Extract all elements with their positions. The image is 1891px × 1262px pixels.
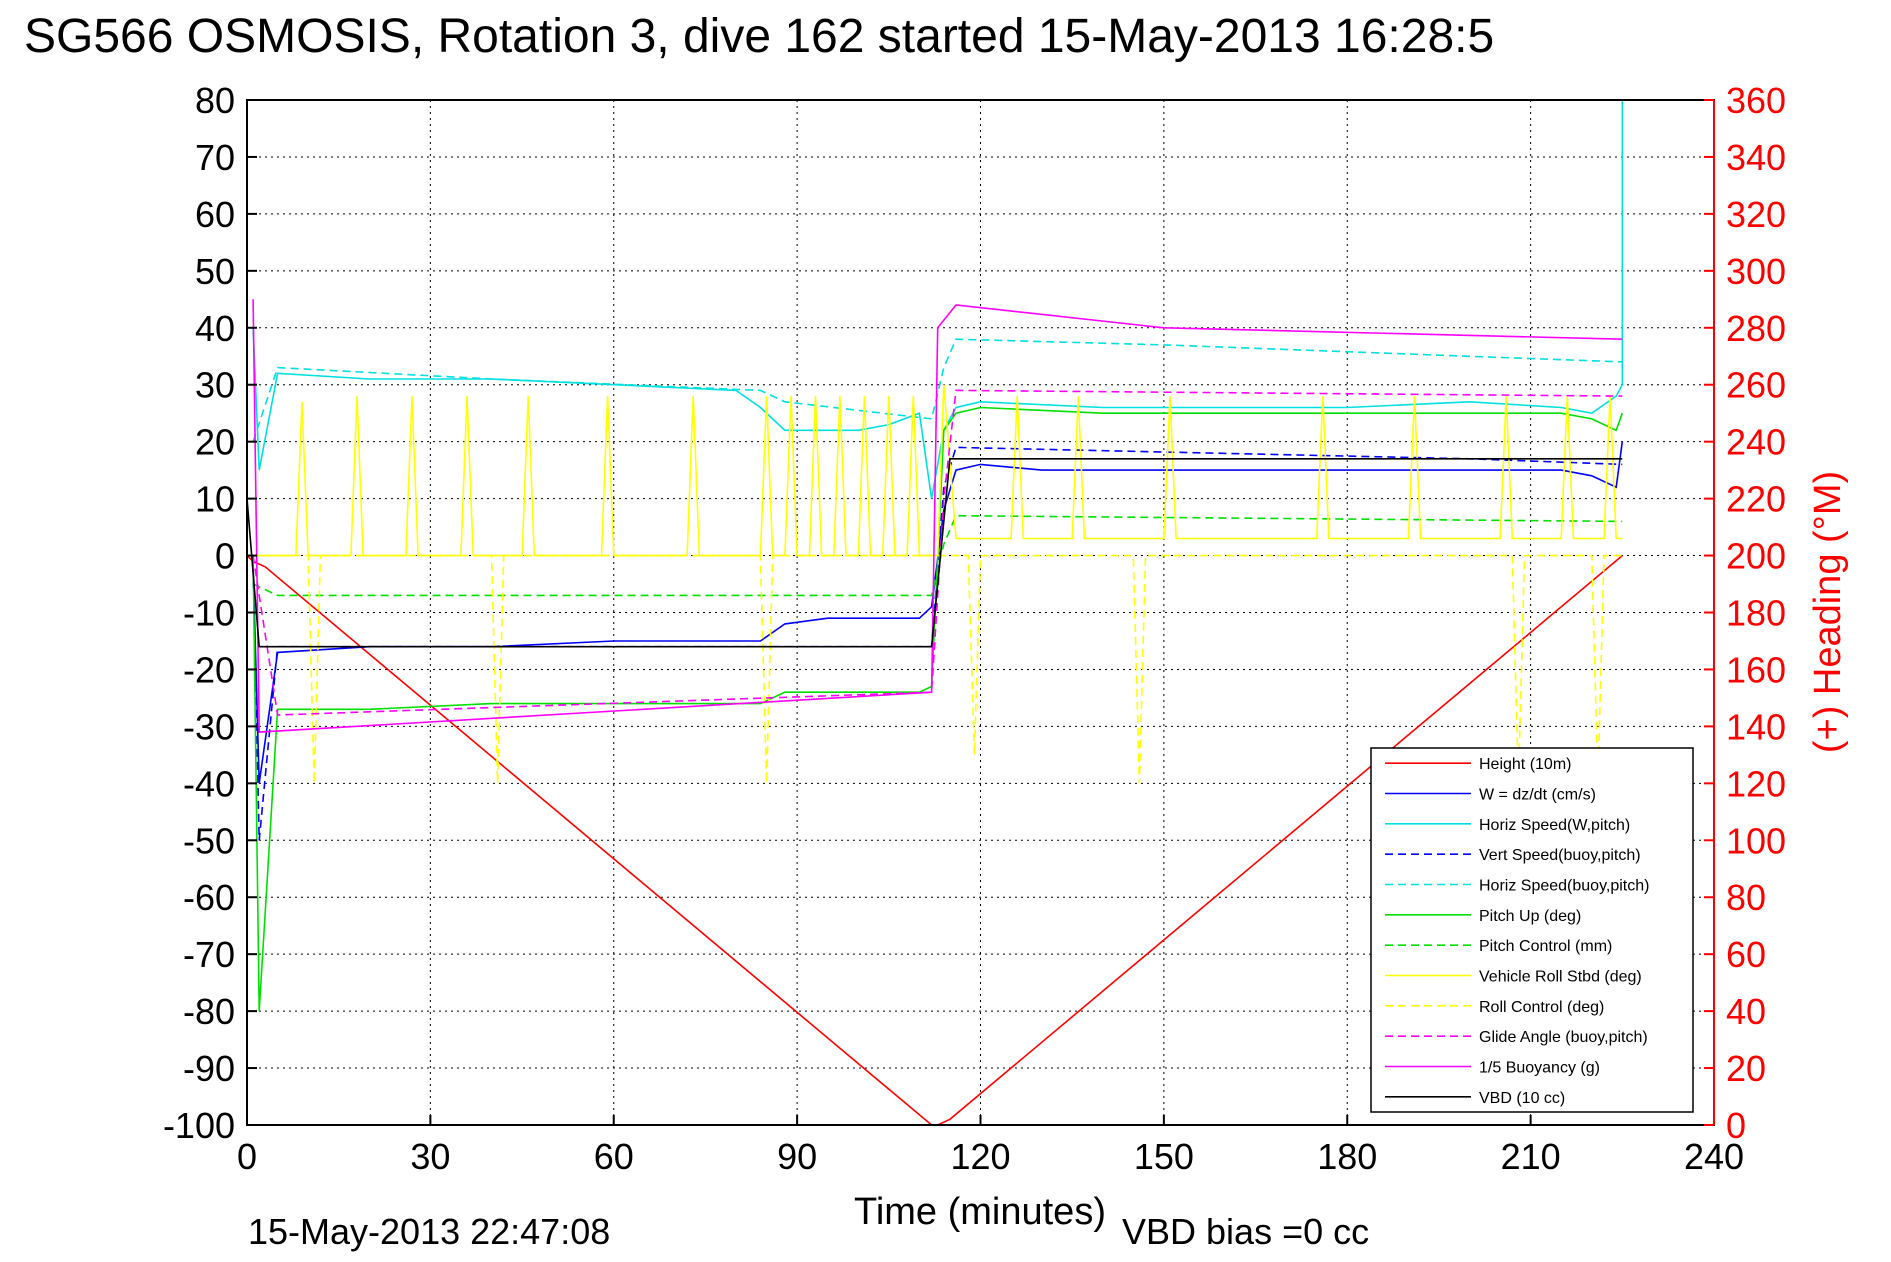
y2-tick-label: 160 (1726, 649, 1786, 690)
x-tick-label: 90 (777, 1136, 817, 1177)
y-tick-label: -100 (163, 1105, 235, 1146)
legend-label: VBD (10 cc) (1479, 1090, 1565, 1107)
series-line-7 (253, 384, 1623, 557)
y2-tick-label: 280 (1726, 308, 1786, 349)
y-tick-label: -80 (183, 991, 235, 1032)
x-tick-label: 120 (950, 1136, 1010, 1177)
chart-title: SG566 OSMOSIS, Rotation 3, dive 162 star… (24, 10, 1494, 63)
series-layer (246, 100, 1624, 1126)
y2-axis-label: (+) Heading (°M) (1807, 471, 1849, 753)
y-tick-label: 20 (195, 422, 235, 463)
y2-tick-label: 260 (1726, 365, 1786, 406)
y-tick-label: -60 (183, 877, 235, 918)
y-tick-label: -30 (183, 706, 235, 747)
x-tick-label: 0 (237, 1136, 257, 1177)
y2-tick-label: 220 (1726, 479, 1786, 520)
y-tick-label: -90 (183, 1048, 235, 1089)
y2-tick-label: 360 (1726, 80, 1786, 121)
y2-tick-label: 20 (1726, 1048, 1766, 1089)
x-tick-labels: 0 30 60 90 120 150 180 210 240 (237, 1115, 1744, 1177)
legend-label: Glide Angle (buoy,pitch) (1479, 1029, 1648, 1046)
legend: Height (10m) W = dz/dt (cm/s) Horiz Speed(… (1370, 747, 1694, 1113)
y-tick-label: -20 (183, 649, 235, 690)
footer-vbd-bias: VBD bias =0 cc (1122, 1211, 1369, 1252)
x-tick-label: 240 (1684, 1136, 1744, 1177)
y-tick-label: 0 (215, 536, 235, 577)
series-line-10 (252, 299, 1623, 733)
y2-tick-label: 180 (1726, 593, 1786, 634)
y2-tick-label: 40 (1726, 991, 1766, 1032)
series-line-11 (246, 457, 1623, 648)
y2-tick-labels: 3603403203002802602402202001801601401201… (1704, 80, 1786, 1146)
y-tick-label: 70 (195, 137, 235, 178)
legend-label: 1/5 Buoyancy (g) (1479, 1060, 1600, 1077)
y2-tick-label: 140 (1726, 706, 1786, 747)
legend-label: Horiz Speed(W,pitch) (1479, 817, 1630, 834)
y-tick-label: -50 (183, 820, 235, 861)
legend-label: Vehicle Roll Stbd (deg) (1479, 969, 1642, 986)
legend-label: Roll Control (deg) (1479, 999, 1604, 1016)
y2-tick-label: 300 (1726, 251, 1786, 292)
x-axis-label: Time (minutes) (854, 1191, 1106, 1233)
x-tick-label: 30 (410, 1136, 450, 1177)
y-tick-label: 30 (195, 365, 235, 406)
y2-tick-label: 60 (1726, 934, 1766, 975)
series-line-8 (253, 554, 1623, 784)
legend-label: Vert Speed(buoy,pitch) (1479, 847, 1641, 864)
y2-tick-label: 80 (1726, 877, 1766, 918)
y2-tick-label: 320 (1726, 194, 1786, 235)
y-tick-label: -40 (183, 763, 235, 804)
y2-tick-label: 0 (1726, 1105, 1746, 1146)
x-tick-label: 210 (1501, 1136, 1561, 1177)
y-tick-label: 40 (195, 308, 235, 349)
y-tick-label: 50 (195, 251, 235, 292)
y-tick-label: 10 (195, 479, 235, 520)
y2-tick-label: 120 (1726, 763, 1786, 804)
series-line-9 (252, 389, 1623, 716)
legend-label: Pitch Control (mm) (1479, 938, 1612, 955)
series-line-6 (252, 514, 1623, 597)
x-tick-label: 180 (1317, 1136, 1377, 1177)
legend-box (1370, 747, 1694, 1113)
y-tick-label: 80 (195, 80, 235, 121)
legend-label: Pitch Up (deg) (1479, 908, 1581, 925)
y-tick-label: -70 (183, 934, 235, 975)
y2-tick-label: 240 (1726, 422, 1786, 463)
y2-tick-label: 200 (1726, 536, 1786, 577)
legend-label: Horiz Speed(buoy,pitch) (1479, 878, 1649, 895)
y-tick-label: -10 (183, 593, 235, 634)
legend-label: W = dz/dt (cm/s) (1479, 787, 1596, 804)
y2-tick-label: 100 (1726, 820, 1786, 861)
y-tick-labels: 80 70 60 50 40 30 20 10 0 -10 -20 -30 -40 -50 -60 -70 -8… (163, 80, 257, 1146)
y2-tick-label: 340 (1726, 137, 1786, 178)
footer-date: 15-May-2013 22:47:08 (248, 1211, 610, 1252)
x-tick-label: 60 (594, 1136, 634, 1177)
legend-label: Height (10m) (1479, 756, 1571, 773)
x-tick-label: 150 (1134, 1136, 1194, 1177)
y-tick-label: 60 (195, 194, 235, 235)
